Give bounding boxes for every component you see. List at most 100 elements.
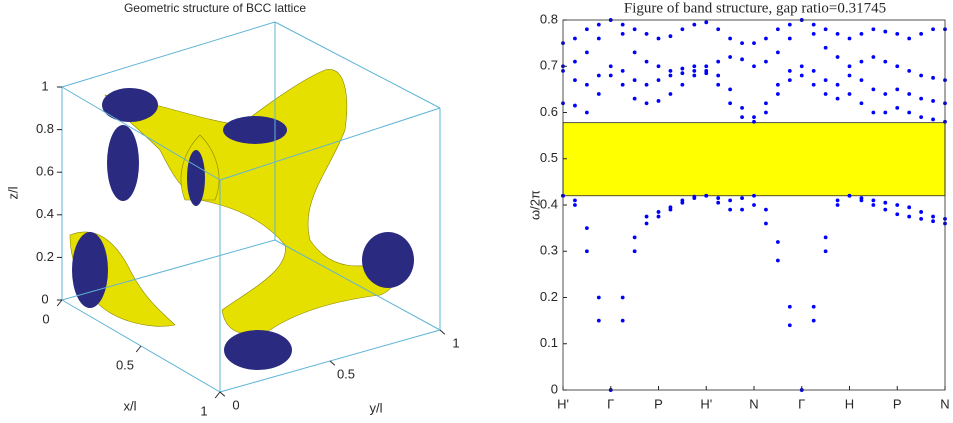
band-point	[669, 34, 673, 38]
band-point	[657, 78, 661, 82]
band-point	[597, 92, 601, 96]
y-tick-label: 0.6	[540, 104, 558, 119]
band-point	[883, 201, 887, 205]
band-point	[776, 27, 780, 31]
z-tick-label: 1	[41, 78, 48, 93]
band-point	[907, 205, 911, 209]
band-point	[680, 71, 684, 75]
band-point	[788, 69, 792, 73]
y-axis-label: ω/2π	[527, 190, 542, 220]
band-point	[871, 111, 875, 115]
band-point	[657, 210, 661, 214]
band-point	[860, 60, 864, 64]
band-point	[716, 27, 720, 31]
x-tick-label: Γ	[798, 396, 805, 411]
band-point	[728, 37, 732, 41]
band-point	[752, 120, 756, 124]
band-point	[812, 32, 816, 36]
band-point	[776, 259, 780, 263]
band-point	[883, 92, 887, 96]
x-tick-label: P	[893, 396, 902, 411]
band-point	[871, 55, 875, 59]
band-point	[716, 196, 720, 200]
band-point	[716, 83, 720, 87]
band-point	[848, 37, 852, 41]
band-point	[728, 87, 732, 91]
y-tick-label: 0.3	[540, 243, 558, 258]
y-tick-label: 1	[452, 335, 459, 350]
band-point	[764, 60, 768, 64]
band-point	[931, 219, 935, 223]
band-point	[776, 92, 780, 96]
band-point	[800, 64, 804, 68]
x-tick	[136, 346, 141, 352]
z-axis-label: z/l	[5, 186, 20, 199]
band-point	[907, 69, 911, 73]
band-point	[883, 111, 887, 115]
band-point	[931, 215, 935, 219]
band-point	[716, 60, 720, 64]
band-point	[812, 23, 816, 27]
y-tick-label: 0.8	[540, 11, 558, 26]
band-point	[836, 198, 840, 202]
band-point	[860, 78, 864, 82]
band-point	[752, 203, 756, 207]
band-point	[573, 37, 577, 41]
band-point	[645, 215, 649, 219]
band-point	[597, 23, 601, 27]
band-point	[621, 69, 625, 73]
band-point	[680, 27, 684, 31]
band-point	[621, 83, 625, 87]
y-tick-label: 0.1	[540, 335, 558, 350]
band-point	[860, 196, 864, 200]
band-point	[800, 74, 804, 78]
band-point	[597, 296, 601, 300]
band-point	[740, 106, 744, 110]
band-gap	[563, 123, 945, 196]
band-point	[812, 83, 816, 87]
band-point	[848, 74, 852, 78]
x-tick	[215, 392, 220, 398]
x-tick-label: N	[940, 396, 949, 411]
x-tick-label: 1	[200, 403, 207, 418]
cap	[187, 150, 205, 206]
band-point	[824, 46, 828, 50]
band-point	[704, 69, 708, 73]
band-point	[824, 92, 828, 96]
band-point	[728, 208, 732, 212]
band-point	[764, 37, 768, 41]
band-point	[633, 50, 637, 54]
band-point	[633, 235, 637, 239]
z-tick-label: 0	[41, 291, 48, 306]
band-point	[645, 60, 649, 64]
band-point	[895, 32, 899, 36]
band-point	[585, 226, 589, 230]
band-point	[764, 208, 768, 212]
band-point	[621, 32, 625, 36]
band-point	[645, 222, 649, 226]
band-point	[728, 198, 732, 202]
band-point	[919, 217, 923, 221]
band-point	[848, 194, 852, 198]
band-point	[931, 27, 935, 31]
band-point	[764, 222, 768, 226]
band-point	[752, 41, 756, 45]
band-point	[871, 203, 875, 207]
band-point	[776, 50, 780, 54]
band-point	[931, 118, 935, 122]
chart-title: Geometric structure of BCC lattice	[124, 1, 306, 15]
band-point	[871, 27, 875, 31]
band-point	[609, 74, 613, 78]
y-tick-label: 0.2	[540, 289, 558, 304]
x-tick-label: H'	[700, 396, 712, 411]
x-tick-label: P	[654, 396, 663, 411]
band-point	[895, 203, 899, 207]
band-point	[657, 37, 661, 41]
band-point	[704, 20, 708, 24]
band-point	[824, 78, 828, 82]
band-point	[633, 27, 637, 31]
x-tick-label: H	[845, 396, 854, 411]
band-point	[895, 212, 899, 216]
band-point	[788, 323, 792, 327]
x-tick-label: N	[749, 396, 758, 411]
